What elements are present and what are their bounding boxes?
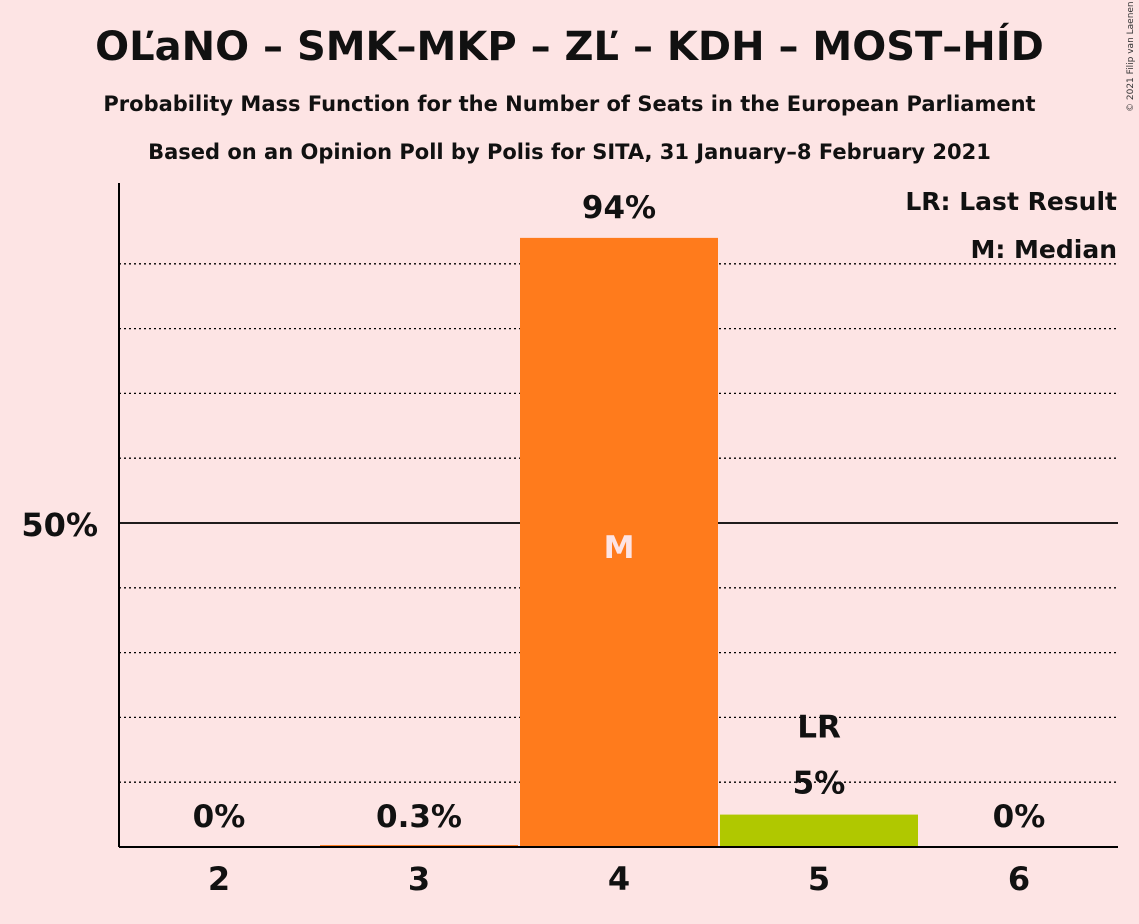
value-label-6: 0% [993,799,1046,835]
chart-title: OĽaNO – SMK–MKP – ZĽ – KDH – MOST–HÍD [95,24,1044,70]
chart-subtitle-source: Based on an Opinion Poll by Polis for SI… [148,140,991,164]
y-tick-label: 50% [21,506,98,544]
median-marker: M [604,530,635,566]
legend-median: M: Median [970,235,1117,264]
value-label-5: 5% [793,766,846,802]
x-tick-label-3: 3 [408,860,430,898]
bar-5 [720,814,918,847]
legend-last-result: LR: Last Result [905,187,1117,216]
value-label-4: 94% [582,190,656,226]
x-tick-label-2: 2 [208,860,230,898]
chart-subtitle: Probability Mass Function for the Number… [103,92,1036,116]
bar-4 [520,237,718,847]
value-label-3: 0.3% [376,799,462,835]
value-label-2: 0% [193,799,246,835]
x-tick-label-5: 5 [808,860,830,898]
last-result-marker: LR [797,710,841,746]
x-tick-label-6: 6 [1008,860,1030,898]
x-tick-label-4: 4 [608,860,630,898]
